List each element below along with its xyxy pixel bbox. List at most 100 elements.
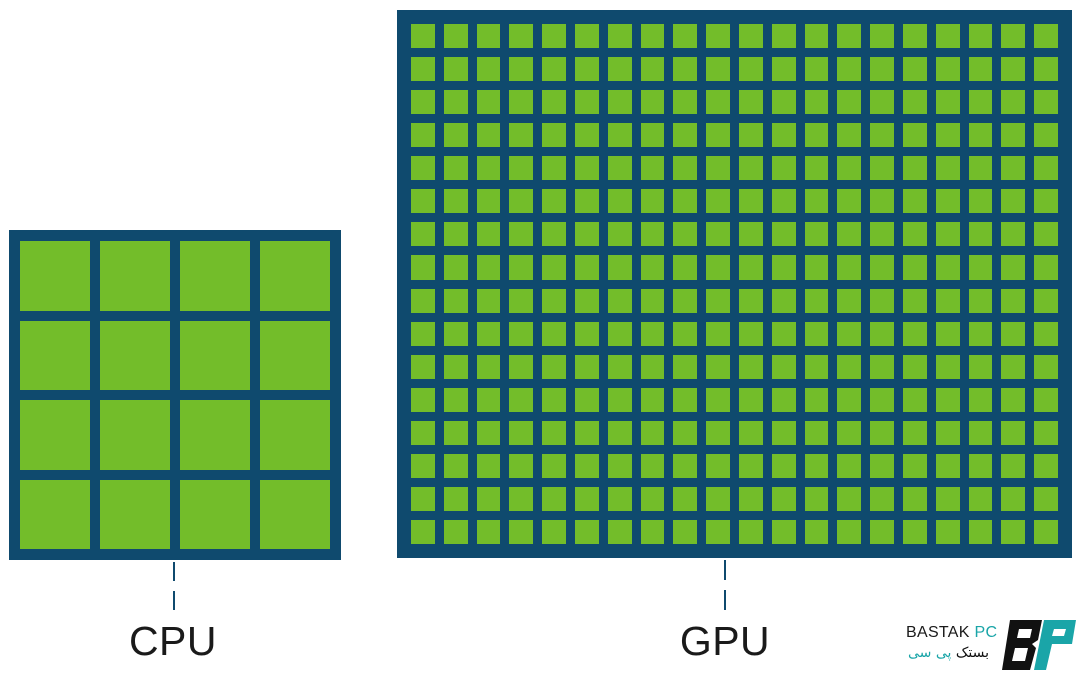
gpu-core: [739, 255, 763, 280]
gpu-core: [509, 255, 534, 280]
gpu-core: [607, 354, 632, 379]
gpu-core: [739, 354, 763, 379]
gpu-core: [411, 90, 435, 115]
gpu-core: [607, 486, 632, 511]
gpu-core: [804, 354, 829, 379]
gpu-core: [804, 387, 829, 412]
gpu-core: [542, 90, 566, 115]
gpu-core: [673, 321, 698, 346]
gpu-core: [673, 420, 698, 445]
gpu-core: [739, 453, 763, 478]
gpu-core: [968, 387, 993, 412]
gpu-core: [575, 486, 599, 511]
gpu-core: [443, 156, 468, 181]
cpu-core: [180, 320, 250, 390]
gpu-core: [673, 24, 698, 49]
gpu-core: [739, 90, 763, 115]
gpu-core: [739, 123, 763, 148]
gpu-core: [542, 24, 566, 49]
gpu-core: [575, 123, 599, 148]
gpu-core: [607, 24, 632, 49]
cpu-core: [20, 400, 90, 470]
gpu-core: [509, 156, 534, 181]
gpu-core: [411, 420, 435, 445]
gpu-core: [575, 354, 599, 379]
gpu-core: [837, 123, 862, 148]
logo-persian-main: بستک: [955, 645, 990, 661]
bastak-pc-logo-icon: [1002, 620, 1076, 670]
gpu-core: [1034, 156, 1058, 181]
gpu-chip: [397, 10, 1072, 558]
gpu-core: [509, 387, 534, 412]
gpu-core: [607, 57, 632, 82]
gpu-core: [935, 255, 960, 280]
gpu-core: [411, 57, 435, 82]
gpu-core: [607, 123, 632, 148]
gpu-core: [903, 222, 927, 247]
gpu-core: [476, 57, 501, 82]
gpu-core: [542, 387, 566, 412]
gpu-core: [1001, 354, 1026, 379]
gpu-core: [411, 387, 435, 412]
gpu-core: [411, 255, 435, 280]
gpu-core: [870, 222, 894, 247]
gpu-core: [870, 387, 894, 412]
gpu-core: [706, 123, 730, 148]
gpu-core: [935, 486, 960, 511]
gpu-core: [771, 519, 796, 544]
gpu-core: [443, 486, 468, 511]
gpu-core: [640, 123, 665, 148]
gpu-core: [903, 156, 927, 181]
gpu-core: [411, 189, 435, 214]
gpu-core: [542, 57, 566, 82]
gpu-core: [968, 57, 993, 82]
gpu-core: [968, 156, 993, 181]
gpu-core: [1034, 321, 1058, 346]
gpu-core: [771, 453, 796, 478]
gpu-core: [706, 486, 730, 511]
gpu-core: [935, 420, 960, 445]
gpu-core: [542, 354, 566, 379]
gpu-core: [640, 189, 665, 214]
gpu-core: [804, 123, 829, 148]
gpu-core: [837, 453, 862, 478]
logo-name-main: BASTAK: [906, 624, 970, 641]
gpu-core: [870, 189, 894, 214]
gpu-core: [771, 24, 796, 49]
gpu-core: [1001, 156, 1026, 181]
gpu-core: [575, 24, 599, 49]
gpu-core: [935, 453, 960, 478]
cpu-core: [100, 479, 170, 549]
gpu-core: [706, 57, 730, 82]
logo-name-accent: PC: [974, 624, 998, 641]
gpu-core: [771, 156, 796, 181]
gpu-core: [903, 123, 927, 148]
gpu-core: [673, 156, 698, 181]
gpu-core: [443, 321, 468, 346]
gpu-core: [476, 420, 501, 445]
gpu-core: [640, 57, 665, 82]
gpu-core: [640, 255, 665, 280]
gpu-core: [542, 123, 566, 148]
gpu-core: [771, 420, 796, 445]
gpu-core: [1001, 519, 1026, 544]
gpu-core: [804, 222, 829, 247]
gpu-core: [1034, 288, 1058, 313]
gpu-core: [739, 189, 763, 214]
gpu-core: [673, 486, 698, 511]
gpu-core: [739, 156, 763, 181]
gpu-core: [706, 90, 730, 115]
cpu-core: [100, 400, 170, 470]
gpu-core: [640, 387, 665, 412]
gpu-core: [870, 288, 894, 313]
gpu-core: [804, 453, 829, 478]
gpu-core: [935, 288, 960, 313]
gpu-core: [476, 321, 501, 346]
gpu-core: [575, 156, 599, 181]
gpu-core: [935, 387, 960, 412]
gpu-core: [640, 420, 665, 445]
gpu-core: [804, 24, 829, 49]
gpu-core: [411, 321, 435, 346]
gpu-core: [476, 288, 501, 313]
gpu-core: [804, 288, 829, 313]
